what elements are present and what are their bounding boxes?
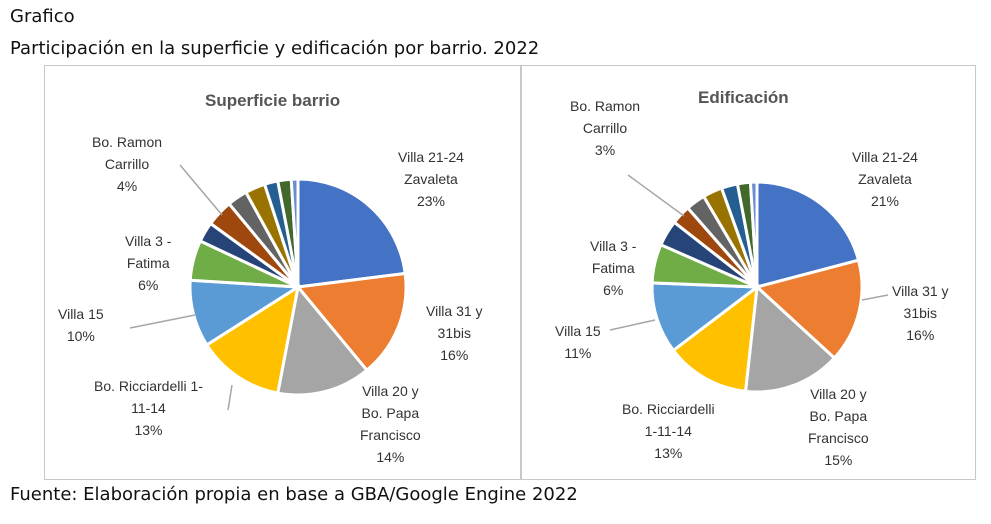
- label-villa-3: Villa 3 - Fatima 6%: [590, 238, 637, 298]
- leader-lines: [129, 164, 889, 411]
- pie-slice: [753, 258, 864, 361]
- label-villa-15: Villa 15 10%: [58, 306, 104, 344]
- label-villa-15: Villa 15 11%: [555, 323, 601, 361]
- label-villa-20: Villa 20 y Bo. Papa Francisco 15%: [808, 386, 869, 468]
- label-villa-21-24: Villa 21-24 Zavaleta 23%: [398, 149, 464, 209]
- pie-edificacion: [650, 180, 864, 394]
- leader-line: [627, 174, 685, 217]
- pie-slice: [295, 271, 408, 373]
- label-villa-3: Villa 3 - Fatima 6%: [125, 233, 172, 293]
- chart-title-edificacion: Edificación: [698, 88, 789, 107]
- leader-line: [227, 384, 233, 411]
- label-villa-31: Villa 31 y 31bis 16%: [892, 283, 949, 343]
- label-ricciardelli: Bo. Ricciardelli 1-11-14 13%: [622, 401, 715, 461]
- leader-line: [179, 164, 223, 216]
- pie-slice: [204, 283, 301, 395]
- label-villa-31: Villa 31 y 31bis 16%: [426, 303, 483, 363]
- pie-superficie: [188, 177, 408, 397]
- pie-slice: [748, 180, 759, 288]
- pie-slice: [289, 177, 300, 288]
- label-ricciardelli: Bo. Ricciardelli 1- 11-14 13%: [94, 378, 203, 438]
- label-villa-20: Villa 20 y Bo. Papa Francisco 14%: [360, 383, 421, 465]
- pie-slice: [276, 283, 369, 397]
- pie-slice: [743, 283, 837, 394]
- figure-title: Participación en la superficie y edifica…: [10, 38, 540, 59]
- source-note: Fuente: Elaboración propia en base a GBA…: [10, 484, 578, 505]
- pie-slice: [755, 180, 861, 289]
- leader-line: [861, 294, 889, 301]
- chart-title-superficie: Superficie barrio: [205, 91, 341, 110]
- pie-slice: [671, 283, 759, 394]
- label-ramon-carrillo: Bo. Ramon Carrillo 3%: [570, 98, 641, 158]
- leader-line: [129, 314, 196, 329]
- leader-line: [609, 319, 656, 331]
- figure-label: Grafico: [10, 6, 75, 27]
- label-villa-21-24: Villa 21-24 Zavaleta 21%: [852, 149, 918, 209]
- label-ramon-carrillo: Bo. Ramon Carrillo 4%: [92, 134, 163, 194]
- pie-slice: [296, 177, 407, 289]
